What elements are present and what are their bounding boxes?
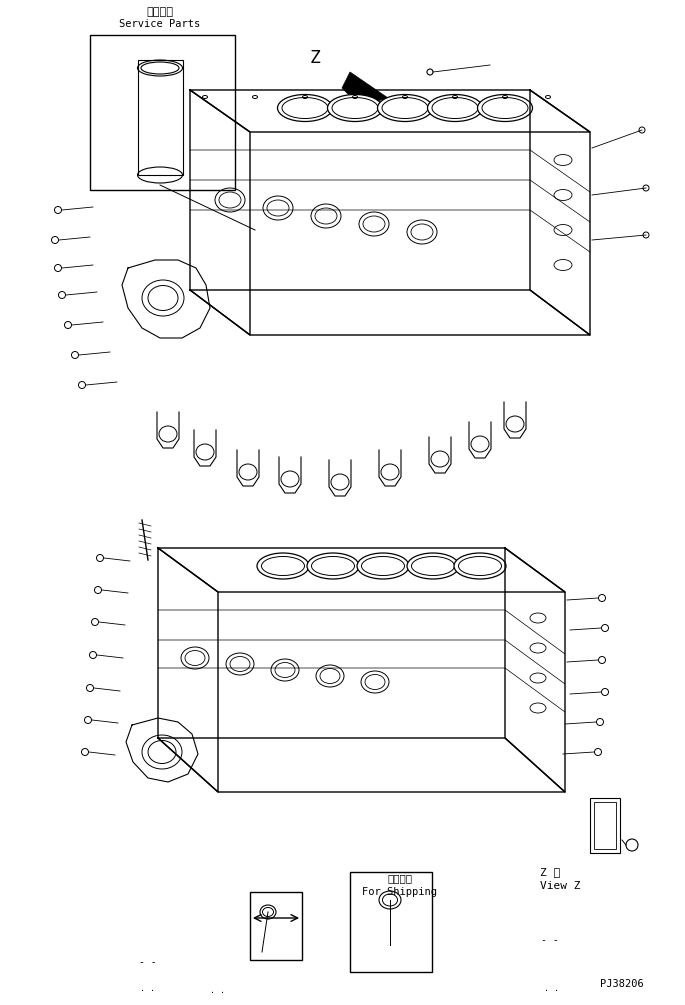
Ellipse shape bbox=[277, 94, 332, 122]
Ellipse shape bbox=[454, 553, 506, 579]
Ellipse shape bbox=[327, 94, 382, 122]
Text: PJ38206: PJ38206 bbox=[600, 979, 644, 989]
Text: . .: . . bbox=[210, 986, 225, 995]
Text: View Z: View Z bbox=[540, 881, 580, 891]
Polygon shape bbox=[342, 72, 388, 112]
Text: . .: . . bbox=[545, 984, 560, 993]
Text: For Shipping: For Shipping bbox=[362, 887, 438, 897]
Bar bbox=[350, 872, 432, 972]
Ellipse shape bbox=[357, 553, 409, 579]
Ellipse shape bbox=[307, 553, 359, 579]
Ellipse shape bbox=[427, 94, 482, 122]
Bar bbox=[138, 60, 183, 175]
Text: - -: - - bbox=[139, 957, 157, 967]
Text: Z 視: Z 視 bbox=[540, 867, 560, 877]
Text: Service Parts: Service Parts bbox=[119, 19, 201, 29]
Ellipse shape bbox=[257, 553, 309, 579]
Bar bbox=[250, 892, 302, 960]
Text: Z: Z bbox=[310, 49, 321, 67]
Bar bbox=[594, 802, 616, 849]
Ellipse shape bbox=[477, 94, 532, 122]
Text: - -: - - bbox=[541, 935, 559, 945]
Ellipse shape bbox=[377, 94, 432, 122]
Text: 補給専用: 補給専用 bbox=[147, 7, 173, 17]
Ellipse shape bbox=[407, 553, 459, 579]
Text: 運搬部品: 運搬部品 bbox=[388, 873, 412, 883]
Text: . .: . . bbox=[140, 984, 155, 993]
Bar bbox=[90, 35, 235, 190]
Bar bbox=[590, 798, 620, 853]
